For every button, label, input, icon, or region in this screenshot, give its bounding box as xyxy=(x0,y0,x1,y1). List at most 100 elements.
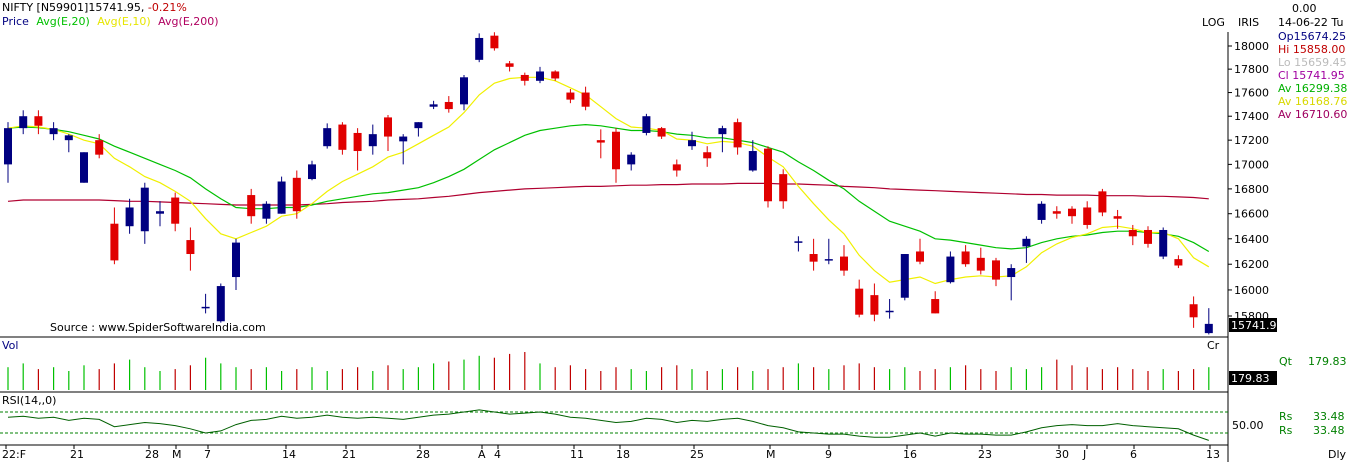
candle-body xyxy=(596,140,605,143)
candle-body xyxy=(1037,203,1046,220)
x-tick-label: 18 xyxy=(616,448,630,461)
candle-body xyxy=(672,164,681,171)
price-tick-label: 17600 xyxy=(1234,87,1269,100)
candle-body xyxy=(794,241,803,243)
candle-body xyxy=(764,148,772,202)
symbol-name: NIFTY [N59901] xyxy=(2,1,89,14)
candle-body xyxy=(1098,191,1107,213)
price-axis-ticks: 18000 17800 17600 17400 17200 17000 16800 16600… xyxy=(1228,40,1269,323)
candle-body xyxy=(733,122,742,148)
price-tick-label: 16400 xyxy=(1234,233,1269,246)
price-tick-label: 17800 xyxy=(1234,63,1269,76)
candle-body xyxy=(1022,238,1031,247)
last-price-tag-bg xyxy=(1229,318,1277,332)
qt-value: 179.83 xyxy=(1308,355,1347,368)
price-tick-label: 16600 xyxy=(1234,208,1269,221)
candle-body xyxy=(809,254,818,262)
price-tick-label: 17400 xyxy=(1234,110,1269,123)
info-rows: Op15674.25 Hi 15858.00 Lo 15659.45 Cl 15… xyxy=(1278,30,1347,121)
candle-body xyxy=(1174,259,1183,266)
candle-body xyxy=(232,242,240,278)
x-tick-label: 23 xyxy=(978,448,992,461)
x-tick-label: 7 xyxy=(204,448,211,461)
info-row-close: Cl 15741.95 xyxy=(1278,69,1345,82)
candle-body xyxy=(536,71,544,81)
volume-tag-bg xyxy=(1229,371,1277,385)
title-row: NIFTY [N59901]15741.95, -0.21% xyxy=(2,1,187,14)
x-tick-label: 11 xyxy=(570,448,584,461)
info-value: 0.00 xyxy=(1292,2,1317,15)
candle-body xyxy=(4,128,12,165)
candles-series xyxy=(4,32,1213,335)
rsi-series xyxy=(7,409,1209,441)
info-row-open: Op15674.25 xyxy=(1278,30,1347,43)
x-tick-label: 4 xyxy=(494,448,501,461)
legend: Price Avg(E,20) Avg(E,10) Avg(E,200) xyxy=(2,15,219,28)
candle-body xyxy=(429,104,438,107)
candle-body xyxy=(277,181,286,214)
x-tick-label: 14 xyxy=(282,448,296,461)
x-tick-label: A xyxy=(478,448,486,461)
volume-label: Vol xyxy=(2,339,18,352)
rs-label-1: Rs xyxy=(1279,410,1293,423)
candle-body xyxy=(323,128,332,147)
rsi-label: RSI(14,,0) xyxy=(2,394,56,407)
candle-body xyxy=(627,154,636,165)
x-tick-label: M xyxy=(172,448,182,461)
candle-body xyxy=(748,151,757,171)
x-tick-label: 16 xyxy=(903,448,917,461)
candle-body xyxy=(718,128,727,135)
x-tick-label: J xyxy=(1082,448,1086,461)
rs-label-2: Rs xyxy=(1279,424,1293,437)
iris-toggle[interactable]: IRIS xyxy=(1238,16,1260,29)
candle-body xyxy=(688,140,696,147)
candle-body xyxy=(292,177,301,212)
candle-body xyxy=(961,251,970,265)
price-tick-label: 16800 xyxy=(1234,183,1269,196)
qt-label: Qt xyxy=(1279,355,1293,368)
price-tick-label: 17200 xyxy=(1234,134,1269,147)
x-tick-label: 22:F xyxy=(2,448,26,461)
rs-value-2: 33.48 xyxy=(1313,424,1345,437)
candle-body xyxy=(156,211,164,214)
candle-body xyxy=(566,92,575,100)
candle-body xyxy=(475,37,484,60)
candle-body xyxy=(1189,304,1198,318)
candle-body xyxy=(414,122,423,129)
last-price: 15741.95 xyxy=(88,1,141,14)
log-toggle[interactable]: LOG xyxy=(1202,16,1225,29)
candle-body xyxy=(1128,229,1137,237)
last-price-tag: 15741.9 xyxy=(1231,319,1277,332)
info-row-ema200: Av 16710.60 xyxy=(1278,108,1348,121)
candle-body xyxy=(460,77,468,105)
candle-body xyxy=(338,124,347,150)
legend-price: Price xyxy=(2,15,29,28)
candle-body xyxy=(19,116,28,129)
candle-body xyxy=(916,251,924,262)
ema200-series xyxy=(7,182,1209,206)
price-tick-label: 16000 xyxy=(1234,284,1269,297)
candle-body xyxy=(49,128,58,135)
info-row-ema20: Av 16299.38 xyxy=(1278,82,1348,95)
candle-body xyxy=(992,260,1000,280)
candle-body xyxy=(657,128,666,137)
source-text: Source : www.SpiderSoftwareIndia.com xyxy=(50,321,266,334)
candle-body xyxy=(870,295,879,315)
ema20-line xyxy=(7,123,1210,253)
candle-body xyxy=(216,286,225,322)
candle-body xyxy=(581,92,590,107)
candle-body xyxy=(840,256,848,271)
candle-body xyxy=(520,74,529,81)
candle-body xyxy=(885,310,894,313)
x-tick-label: 6 xyxy=(1130,448,1137,461)
candle-body xyxy=(353,132,362,152)
candle-body xyxy=(399,136,408,142)
ema20-series xyxy=(7,123,1210,253)
candle-body xyxy=(855,288,864,315)
period-label[interactable]: Dly xyxy=(1328,448,1347,461)
candle-body xyxy=(931,299,940,314)
x-tick-label: 28 xyxy=(416,448,430,461)
candle-body xyxy=(779,174,788,202)
candle-body xyxy=(900,254,909,298)
